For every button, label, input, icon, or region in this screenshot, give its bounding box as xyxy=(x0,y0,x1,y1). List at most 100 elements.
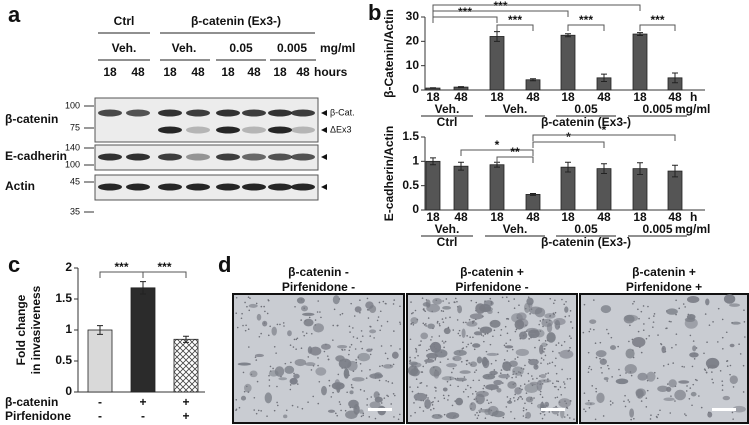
cell xyxy=(493,379,503,386)
pore xyxy=(674,400,676,402)
error-bar xyxy=(601,163,607,174)
pore xyxy=(495,359,497,362)
significance-bracket xyxy=(432,10,569,17)
cell xyxy=(353,404,360,415)
pore xyxy=(289,344,292,346)
pore xyxy=(689,387,692,389)
pore xyxy=(533,397,535,399)
pore xyxy=(376,319,379,322)
pore xyxy=(732,418,734,420)
pore xyxy=(500,372,502,375)
pore xyxy=(529,313,531,315)
pore xyxy=(269,325,271,328)
significance-bracket xyxy=(496,156,534,163)
pore xyxy=(379,310,382,313)
pore xyxy=(609,403,612,406)
pore xyxy=(279,323,281,326)
cell xyxy=(629,408,635,418)
pore xyxy=(594,342,597,345)
cell xyxy=(446,412,460,420)
pore xyxy=(648,335,650,337)
pore xyxy=(583,408,585,411)
pore xyxy=(628,340,630,343)
pore xyxy=(662,365,665,367)
pore xyxy=(273,409,276,412)
cell xyxy=(615,378,629,385)
pore xyxy=(645,397,648,399)
pore xyxy=(606,380,609,382)
pore xyxy=(431,404,434,406)
bar xyxy=(560,34,576,91)
panel-label: b xyxy=(368,0,381,25)
pore xyxy=(712,321,714,323)
pore xyxy=(637,308,639,311)
pore xyxy=(527,372,530,375)
pore xyxy=(483,340,485,343)
pore xyxy=(411,390,414,393)
label: Actin xyxy=(5,179,35,193)
error-bar xyxy=(97,325,103,335)
pore xyxy=(473,371,476,373)
pore xyxy=(444,340,447,343)
pore xyxy=(475,301,478,304)
bar xyxy=(173,338,199,393)
pore xyxy=(563,340,566,343)
pore xyxy=(516,356,519,359)
pore xyxy=(725,331,728,334)
cell xyxy=(354,306,362,313)
pore xyxy=(503,344,506,347)
pore xyxy=(399,348,401,350)
cell xyxy=(584,401,596,406)
cell xyxy=(729,343,735,348)
pore xyxy=(566,414,569,416)
pore xyxy=(726,365,729,367)
cell xyxy=(262,320,268,327)
pore xyxy=(293,338,296,341)
pore xyxy=(505,406,508,408)
pore xyxy=(419,406,421,409)
label: β-Cat. xyxy=(330,107,355,117)
label: 18 xyxy=(273,65,287,79)
pore xyxy=(462,391,465,393)
blot-band xyxy=(126,183,150,191)
blot-band xyxy=(242,126,266,134)
pore xyxy=(540,362,542,364)
label: 48 xyxy=(191,65,205,79)
pore xyxy=(369,325,371,328)
panel-label: c xyxy=(8,252,20,277)
pore xyxy=(729,364,732,367)
pore xyxy=(671,346,673,349)
error-bar xyxy=(672,72,678,84)
cell xyxy=(559,349,574,359)
cell xyxy=(666,308,678,315)
pore xyxy=(570,337,572,340)
factor-level: - xyxy=(98,395,102,409)
pore xyxy=(595,390,598,393)
pore xyxy=(691,404,693,407)
cell xyxy=(338,358,352,369)
cell xyxy=(442,387,448,392)
pore xyxy=(255,302,258,305)
pore xyxy=(348,325,351,328)
cell xyxy=(539,374,547,379)
pore xyxy=(350,384,353,386)
cell xyxy=(264,392,272,404)
cell xyxy=(424,358,435,363)
pore xyxy=(391,382,394,384)
pore xyxy=(731,411,734,414)
significance-bracket xyxy=(460,149,534,156)
pore xyxy=(350,302,352,305)
pore xyxy=(467,384,469,387)
pore xyxy=(449,384,452,387)
cell xyxy=(528,358,539,366)
bar xyxy=(632,33,648,91)
cell xyxy=(240,395,247,401)
pore xyxy=(443,413,446,416)
blot-band xyxy=(268,109,292,117)
pore xyxy=(359,388,362,391)
factor-level: + xyxy=(182,395,189,409)
pore xyxy=(548,411,551,413)
pore xyxy=(675,299,677,302)
cell xyxy=(475,393,485,405)
error-bar xyxy=(430,157,436,166)
